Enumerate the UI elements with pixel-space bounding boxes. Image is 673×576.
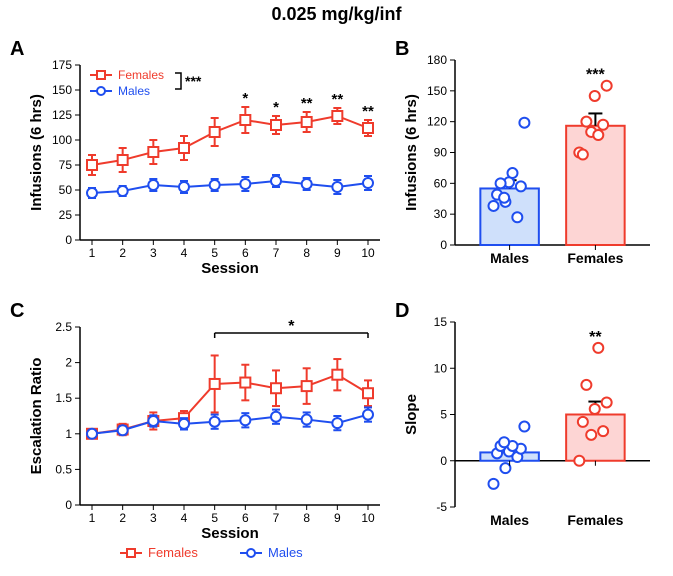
svg-text:4: 4 <box>181 246 188 260</box>
svg-text:0: 0 <box>440 454 447 468</box>
svg-text:125: 125 <box>52 108 72 122</box>
svg-text:30: 30 <box>434 207 448 221</box>
svg-text:1.5: 1.5 <box>55 391 72 405</box>
svg-text:**: ** <box>589 329 602 346</box>
panel-c-chart: 0 0.5 1 1.5 2 2.5 1 2 3 4 5 6 7 8 9 10 Session Escalation… <box>25 302 390 570</box>
svg-text:*: * <box>242 90 248 107</box>
svg-text:7: 7 <box>273 246 280 260</box>
svg-text:15: 15 <box>434 315 448 329</box>
svg-text:180: 180 <box>427 53 447 67</box>
svg-text:150: 150 <box>427 84 447 98</box>
svg-text:0: 0 <box>65 233 72 247</box>
svg-text:60: 60 <box>434 176 448 190</box>
svg-text:3: 3 <box>150 246 157 260</box>
svg-text:9: 9 <box>334 246 341 260</box>
svg-text:5: 5 <box>211 511 218 525</box>
svg-text:Session: Session <box>201 260 259 277</box>
svg-text:Escalation Ratio: Escalation Ratio <box>28 358 45 475</box>
svg-text:9: 9 <box>334 511 341 525</box>
svg-text:150: 150 <box>52 83 72 97</box>
svg-text:Slope: Slope <box>403 394 420 435</box>
svg-text:4: 4 <box>181 511 188 525</box>
svg-text:***: *** <box>185 73 202 89</box>
svg-text:0: 0 <box>65 498 72 512</box>
svg-text:10: 10 <box>434 361 448 375</box>
svg-text:Males: Males <box>490 512 529 528</box>
svg-text:Infusions (6 hrs): Infusions (6 hrs) <box>403 94 420 211</box>
svg-text:-5: -5 <box>436 500 447 514</box>
figure-title: 0.025 mg/kg/inf <box>0 4 673 25</box>
svg-text:Females: Females <box>567 512 623 528</box>
svg-text:0: 0 <box>440 238 447 252</box>
panel-c-label: C <box>10 300 24 323</box>
svg-text:***: *** <box>586 67 605 84</box>
svg-text:6: 6 <box>242 246 249 260</box>
svg-text:1: 1 <box>89 246 96 260</box>
svg-text:1: 1 <box>65 427 72 441</box>
svg-text:Infusions (6 hrs): Infusions (6 hrs) <box>28 94 45 211</box>
svg-text:Females: Females <box>148 545 198 560</box>
svg-text:3: 3 <box>150 511 157 525</box>
svg-text:Males: Males <box>268 545 303 560</box>
svg-text:*: * <box>288 318 295 335</box>
svg-text:50: 50 <box>59 183 73 197</box>
svg-text:2.5: 2.5 <box>55 320 72 334</box>
svg-text:90: 90 <box>434 146 448 160</box>
svg-text:Females: Females <box>118 68 164 82</box>
panel-b-chart: 0 30 60 90 120 150 180 Infusions (6 hrs) Males Fe… <box>400 40 660 280</box>
svg-text:5: 5 <box>211 246 218 260</box>
svg-text:120: 120 <box>427 115 447 129</box>
svg-text:**: ** <box>362 103 374 120</box>
svg-text:Session: Session <box>201 525 259 542</box>
svg-text:25: 25 <box>59 208 73 222</box>
svg-text:100: 100 <box>52 133 72 147</box>
svg-text:Females: Females <box>567 250 623 266</box>
svg-text:75: 75 <box>59 158 73 172</box>
svg-text:**: ** <box>301 95 313 112</box>
svg-text:6: 6 <box>242 511 249 525</box>
svg-text:2: 2 <box>119 511 126 525</box>
svg-text:Males: Males <box>490 250 529 266</box>
svg-text:2: 2 <box>119 246 126 260</box>
svg-text:10: 10 <box>361 246 375 260</box>
svg-text:1: 1 <box>89 511 96 525</box>
svg-text:**: ** <box>331 91 343 108</box>
svg-text:8: 8 <box>303 246 310 260</box>
svg-text:0.5: 0.5 <box>55 462 72 476</box>
svg-text:175: 175 <box>52 58 72 72</box>
panel-d-chart: -5 0 5 10 15 Slope Males Females ** <box>400 302 660 542</box>
svg-text:7: 7 <box>273 511 280 525</box>
svg-text:10: 10 <box>361 511 375 525</box>
svg-text:Males: Males <box>118 84 150 98</box>
svg-text:*: * <box>273 99 279 116</box>
svg-text:8: 8 <box>303 511 310 525</box>
svg-text:5: 5 <box>440 408 447 422</box>
svg-text:2: 2 <box>65 356 72 370</box>
panel-a-chart: 0 25 50 75 100 125 150 175 1 2 3 4 5 6 7 8 9 10 Session Inf… <box>25 40 390 280</box>
panel-a-label: A <box>10 38 24 61</box>
